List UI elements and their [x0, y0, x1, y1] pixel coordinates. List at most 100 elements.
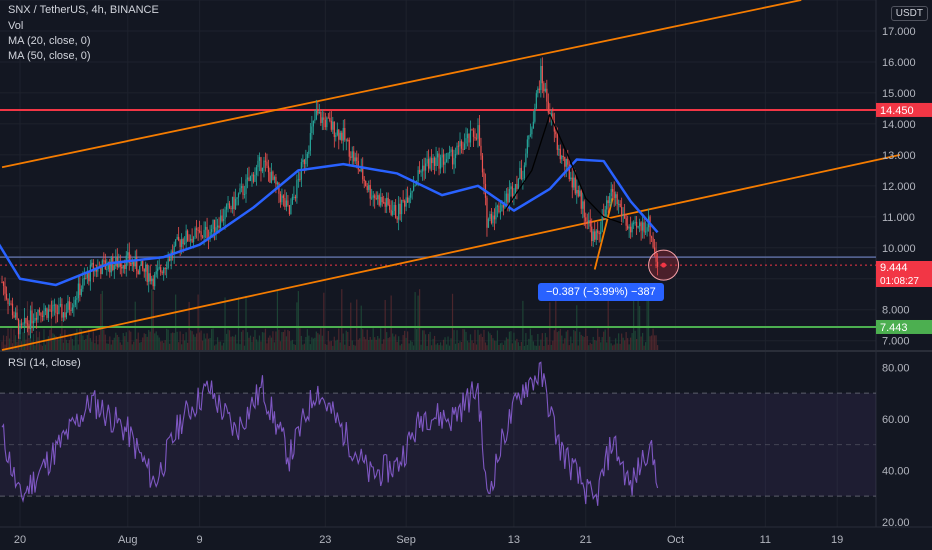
- ma20-legend[interactable]: MA (20, close, 0): [8, 35, 91, 47]
- volume-bar: [401, 343, 403, 350]
- volume-bar: [642, 332, 644, 350]
- candle-body: [413, 186, 415, 191]
- volume-bar: [573, 330, 575, 350]
- candle-body: [55, 304, 57, 313]
- candle-body: [442, 154, 445, 165]
- volume-bar: [193, 334, 195, 350]
- candle-body: [275, 176, 277, 185]
- volume-bar: [499, 343, 502, 350]
- candle-body: [188, 240, 190, 242]
- volume-bar: [59, 333, 62, 350]
- volume-bar: [209, 337, 211, 350]
- candle-body: [25, 318, 27, 324]
- volume-bar: [128, 330, 130, 350]
- volume-bar: [618, 333, 620, 350]
- volume-bar: [67, 343, 69, 350]
- price-level-tag: [876, 319, 932, 334]
- price-tick-label: 8.000: [882, 305, 910, 317]
- volume-bar: [383, 339, 385, 350]
- candle-body: [568, 164, 570, 180]
- candle-body: [133, 261, 135, 267]
- volume-bar: [56, 336, 59, 350]
- volume-bar: [655, 335, 657, 350]
- candle-body: [134, 257, 136, 267]
- candle-body: [10, 303, 12, 305]
- ma50-legend[interactable]: MA (50, close, 0): [8, 50, 91, 62]
- candle-body: [20, 323, 23, 325]
- volume-bar: [570, 336, 572, 350]
- candle-body: [377, 195, 379, 200]
- candle-body: [523, 165, 525, 179]
- candle-body: [285, 200, 288, 207]
- candle-body: [113, 265, 115, 271]
- candle-body: [335, 135, 337, 137]
- candle-body: [170, 251, 172, 261]
- candle-body: [145, 264, 147, 272]
- candle-body: [392, 210, 394, 215]
- candle-body: [230, 207, 232, 210]
- volume-bar: [37, 337, 39, 350]
- volume-bar: [528, 338, 530, 350]
- volume-bar: [13, 329, 15, 350]
- volume-bar: [496, 330, 499, 350]
- volume-bar: [164, 340, 166, 350]
- volume-bar: [585, 328, 587, 350]
- candle-body: [115, 256, 117, 266]
- candle-body: [432, 157, 434, 164]
- candle-body: [582, 201, 584, 209]
- volume-bar: [558, 331, 560, 350]
- candle-body: [585, 217, 587, 222]
- candle-body: [378, 195, 380, 206]
- volume-bar: [610, 343, 612, 350]
- volume-bar: [70, 336, 72, 350]
- time-tick-label: Oct: [667, 534, 684, 546]
- candle-body: [384, 202, 386, 207]
- volume-bar: [332, 345, 334, 350]
- volume-bar: [652, 328, 654, 350]
- candle-body: [628, 226, 630, 229]
- volume-bar: [106, 343, 108, 350]
- candle-body: [137, 270, 139, 275]
- volume-bar: [89, 338, 91, 350]
- volume-bar: [365, 339, 367, 350]
- candle-body: [59, 303, 62, 306]
- volume-bar: [546, 337, 548, 350]
- volume-bar: [354, 345, 356, 350]
- symbol-legend[interactable]: SNX / TetherUS, 4h, BINANCE: [8, 4, 159, 16]
- volume-bar: [5, 335, 8, 350]
- volume-bar: [79, 328, 81, 350]
- candle-body: [272, 171, 274, 180]
- candle-body: [82, 278, 84, 289]
- volume-bar: [179, 331, 181, 350]
- candle-body: [435, 157, 437, 166]
- volume-bar: [249, 335, 252, 350]
- volume-bar: [329, 341, 331, 350]
- candle-body: [127, 252, 129, 256]
- candle-body: [570, 177, 572, 180]
- trendlines[interactable]: [1, 0, 901, 351]
- candle-body: [158, 267, 160, 269]
- volume-legend[interactable]: Vol: [8, 20, 24, 32]
- candle-body: [196, 228, 198, 230]
- candle-body: [634, 221, 636, 223]
- volume-bar: [369, 336, 371, 350]
- currency-badge[interactable]: USDT: [890, 6, 928, 21]
- candle-body: [206, 226, 208, 239]
- volume-bar: [656, 345, 659, 350]
- volume-bar: [40, 344, 42, 350]
- volume-bar: [562, 343, 564, 350]
- measure-label[interactable]: −0.387 (−3.99%) −387: [538, 283, 664, 301]
- candle-body: [643, 222, 645, 233]
- rsi-legend[interactable]: RSI (14, close): [8, 357, 81, 369]
- candle-body: [417, 170, 419, 181]
- volume-bar: [643, 345, 645, 350]
- volume-bar: [302, 344, 304, 350]
- volume-bar: [615, 338, 617, 350]
- candle-body: [353, 151, 355, 162]
- candle-body: [457, 145, 460, 147]
- candle-body: [19, 323, 21, 335]
- candle-body: [422, 165, 424, 172]
- volume-bar: [450, 338, 452, 350]
- volume-bar: [125, 332, 127, 350]
